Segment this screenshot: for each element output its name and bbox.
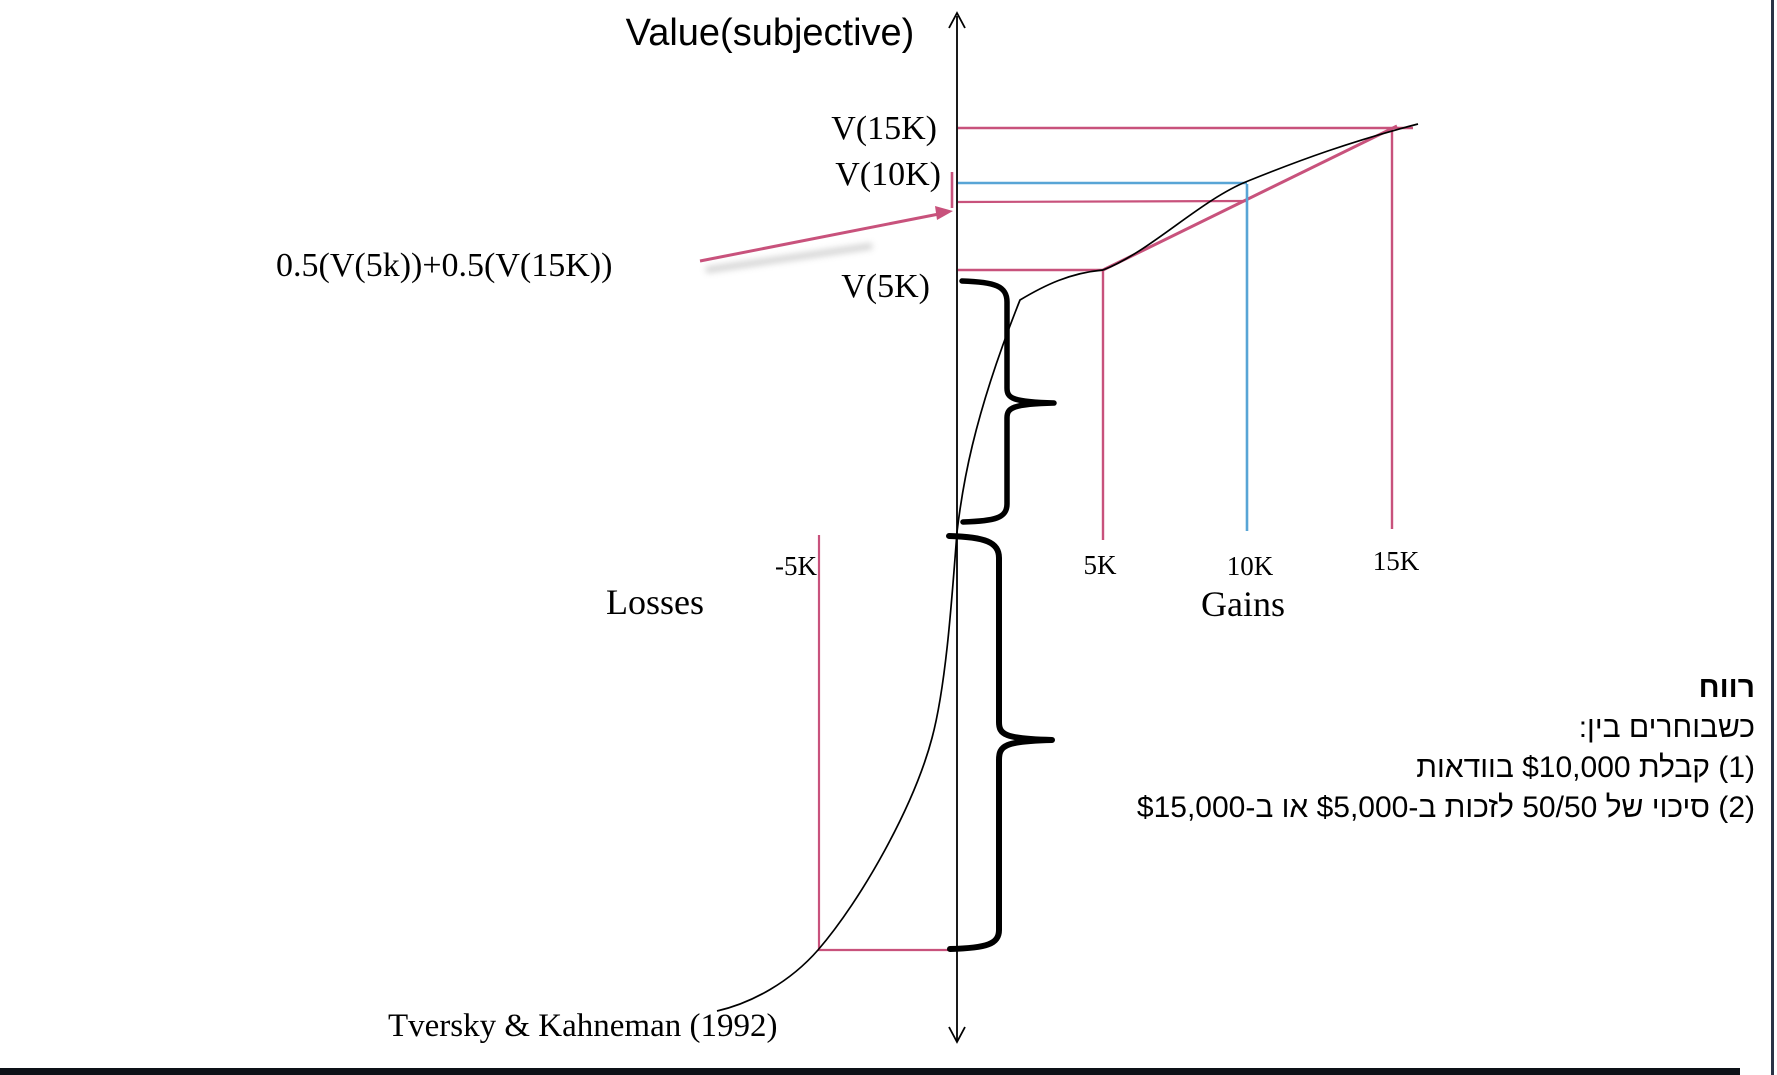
y-label-v15k: V(15K) bbox=[831, 110, 937, 147]
gain-brace bbox=[959, 278, 1057, 525]
y-axis-arrowhead-top-icon bbox=[948, 11, 966, 29]
annotation-arrow bbox=[699, 211, 945, 263]
citation-text: Tversky & Kahneman (1992) bbox=[388, 1008, 778, 1044]
loss-brace bbox=[946, 533, 1055, 952]
x-tick-label-15k: 15K bbox=[1372, 546, 1420, 576]
value-curve bbox=[716, 123, 1419, 1012]
y-axis-arrowhead-bottom-icon bbox=[948, 1026, 966, 1044]
hebrew-text-block: רווח כשבוחרים בין: (1) קבלת $10,000 בווד… bbox=[915, 668, 1755, 828]
expected-value-formula: 0.5(V(5k))+0.5(V(15K)) bbox=[276, 247, 613, 284]
slide-bottom-border bbox=[0, 1068, 1740, 1075]
x-tick-label-neg5k: -5K bbox=[775, 551, 817, 581]
hebrew-line-choose: כשבוחרים בין: bbox=[1578, 711, 1755, 744]
hebrew-heading: רווח bbox=[1698, 671, 1755, 704]
losses-axis-label: Losses bbox=[606, 582, 704, 622]
hebrew-line-option2: (2) סיכוי של 50/50 לזכות ב-$5,000 או ב-$… bbox=[1136, 791, 1755, 824]
y-label-v10k: V(10K) bbox=[835, 156, 941, 193]
expected-value-level-line bbox=[957, 199, 1247, 204]
x-tick-label-5k: 5K bbox=[1083, 550, 1117, 580]
chart-title: Value(subjective) bbox=[625, 12, 915, 54]
annotation-arrow-shadow bbox=[705, 243, 873, 273]
y-label-v5k: V(5K) bbox=[841, 268, 930, 305]
chord-5k-15k bbox=[1102, 124, 1398, 272]
slide-right-border bbox=[1771, 0, 1774, 1075]
x-tick-label-10k: 10K bbox=[1226, 551, 1274, 581]
gains-axis-label: Gains bbox=[1201, 584, 1285, 624]
hebrew-line-option1: (1) קבלת $10,000 בוודאות bbox=[1416, 751, 1755, 784]
annotation-arrow-head-icon bbox=[935, 206, 953, 220]
